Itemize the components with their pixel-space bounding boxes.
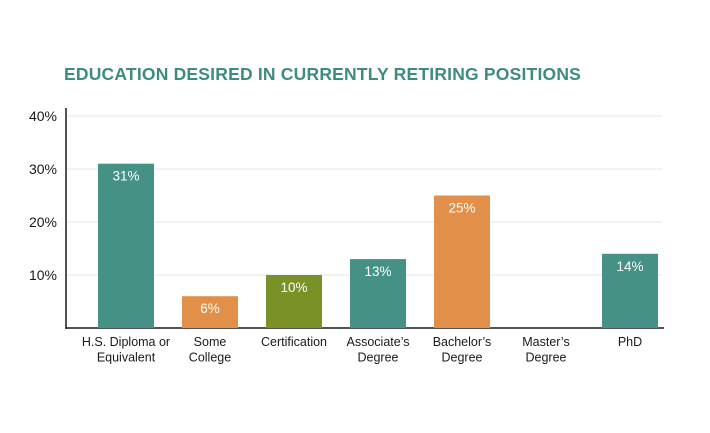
bar-2 xyxy=(266,275,322,328)
bar-6 xyxy=(602,253,658,328)
x-category-label: Some College xyxy=(189,335,231,365)
data-label: 0% xyxy=(536,304,556,319)
x-category-label: Certification xyxy=(261,335,327,349)
x-category-label: H.S. Diploma or Equivalent xyxy=(82,335,170,365)
x-category-label: Associate’s Degree xyxy=(347,335,410,365)
data-label: 31% xyxy=(112,169,139,184)
chart-title: EDUCATION DESIRED IN CURRENTLY RETIRING … xyxy=(64,64,582,84)
data-label: 10% xyxy=(280,280,307,295)
data-label: 13% xyxy=(364,264,391,279)
data-label: 6% xyxy=(200,301,220,316)
bar-1 xyxy=(182,296,238,328)
y-tick-label: 30% xyxy=(29,161,57,177)
bar-0 xyxy=(98,163,154,328)
bar-3 xyxy=(350,259,406,328)
x-category-label: PhD xyxy=(618,335,642,349)
y-tick-label: 20% xyxy=(29,214,57,230)
bar-4 xyxy=(434,195,490,328)
x-category-label: Master’s Degree xyxy=(522,335,569,365)
data-label: 14% xyxy=(616,259,643,274)
y-tick-label: 40% xyxy=(29,108,57,124)
y-tick-label: 10% xyxy=(29,267,57,283)
data-label: 25% xyxy=(448,201,475,216)
x-category-label: Bachelor’s Degree xyxy=(433,335,492,365)
